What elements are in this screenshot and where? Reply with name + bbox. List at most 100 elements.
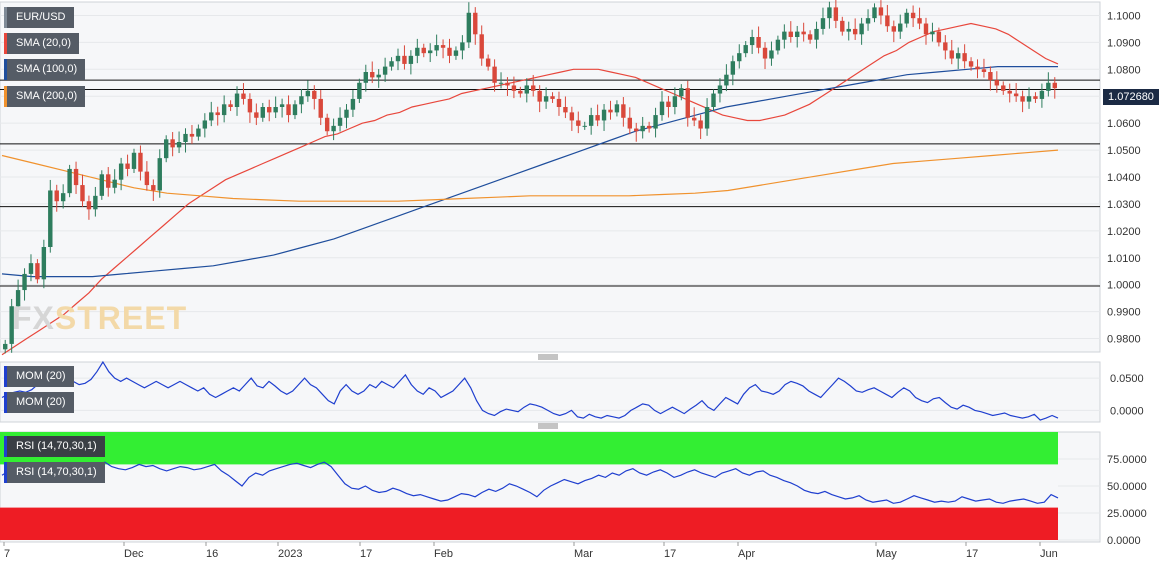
candle-body [254,112,259,118]
candle-body [943,42,948,51]
candle-body [679,88,684,97]
candle-body [833,7,839,21]
fxstreet-logo: FXSTREET [12,300,188,336]
rsi-tick-label: 25.0000 [1107,508,1147,520]
legend-sma200-label: SMA (200,0) [16,90,78,102]
candle-body [492,66,497,83]
candle-body [260,107,265,118]
candle-body [41,247,47,280]
candle-body [865,18,871,24]
date-tick-label: 2023 [278,548,302,560]
candle-body [9,306,14,344]
candle-body [576,120,581,126]
date-tick-label: 17 [360,548,372,560]
rsi-oversold-zone [0,507,1058,540]
candle-body [962,53,967,62]
candle-body [885,15,890,27]
candle-body [614,104,620,113]
candle-body [608,109,613,113]
candle-body [1026,96,1032,102]
candle-body [852,28,858,35]
legend-sma100[interactable]: SMA (100,0) [4,59,86,80]
price-tick-label: 1.0300 [1107,199,1141,211]
candle-body [730,61,736,75]
candle-body [859,23,864,35]
candle-body [440,45,446,48]
candle-body [550,96,555,99]
rsi-axis: 75.0000 50.0000 25.0000 0.0000 [1107,454,1147,547]
candle-body [775,39,781,51]
price-tick-label: 1.0100 [1107,253,1141,265]
candle-body [981,69,987,72]
candle-body [337,117,343,126]
candle-body [460,42,465,51]
candle-body [221,104,227,116]
candle-body [659,101,665,116]
candle-body [67,168,72,194]
legend-sma20-label: SMA (20,0) [16,37,72,49]
date-axis: 7 Dec 16 2023 17 Feb Mar 17 Apr May 17 Jun [3,542,1058,560]
rsi-tick-label: 0.0000 [1107,535,1141,547]
candle-body [54,190,59,202]
legend-mom-2[interactable]: MOM (20) [4,392,74,413]
candle-body [646,125,652,129]
candle-body [621,104,626,118]
candle-body [968,61,974,67]
candle-body [524,85,529,94]
candle-body [588,115,594,126]
candle-body [376,74,381,78]
price-grid [0,14,1100,340]
legend-pair[interactable]: EUR/USD [4,7,74,28]
candle-body [408,55,414,64]
momentum-panel [0,361,1101,423]
legend-mom-1[interactable]: MOM (20) [4,366,74,387]
candle-body [157,158,162,191]
rsi-grid [1058,458,1100,541]
candle-body [691,117,697,121]
candle-body [48,190,53,247]
candle-body [473,12,478,35]
price-tick-label: 1.0200 [1107,226,1141,238]
candle-body [666,101,671,107]
legend-mom-2-label: MOM (20) [16,396,66,408]
rsi-line [1,461,1059,504]
date-tick-label: Feb [434,548,453,560]
candle-body [814,28,819,40]
candle-body [627,117,633,129]
momentum-tick-label: 0.0000 [1110,405,1144,417]
candle-body [955,53,961,59]
candle-body [1001,85,1006,91]
candle-body [196,128,201,137]
price-tick-label: 1.0900 [1107,37,1141,49]
panel-separator-2[interactable] [538,423,558,429]
rsi-overbought-zone [0,432,1058,465]
momentum-series [1,360,1059,421]
candle-body [86,201,92,210]
candle-body [202,120,208,129]
date-tick-label: 17 [664,548,676,560]
candle-body [685,88,690,118]
price-tick-label: 0.9900 [1107,307,1141,319]
legend-rsi-1[interactable]: RSI (14,70,30,1) [4,436,105,457]
candle-body [299,96,304,105]
candle-body [247,98,253,113]
candle-body [505,82,510,86]
candle-body [717,85,723,94]
legend-sma200[interactable]: SMA (200,0) [4,86,86,107]
candle-body [1039,90,1045,99]
candle-body [3,343,8,350]
candle-body [466,12,472,43]
legend-rsi-2[interactable]: RSI (14,70,30,1) [4,462,105,483]
candle-body [917,18,922,24]
panel-separator-1[interactable] [538,354,558,360]
candle-body [395,55,401,62]
date-tick-label: May [876,548,897,560]
candle-body [183,133,188,142]
candle-body [582,125,587,127]
candle-body [801,31,806,35]
candle-body [518,90,523,94]
candle-body [923,23,929,35]
date-tick-label: Apr [738,548,755,560]
legend-sma20[interactable]: SMA (20,0) [4,33,80,54]
date-tick-label: 17 [966,548,978,560]
